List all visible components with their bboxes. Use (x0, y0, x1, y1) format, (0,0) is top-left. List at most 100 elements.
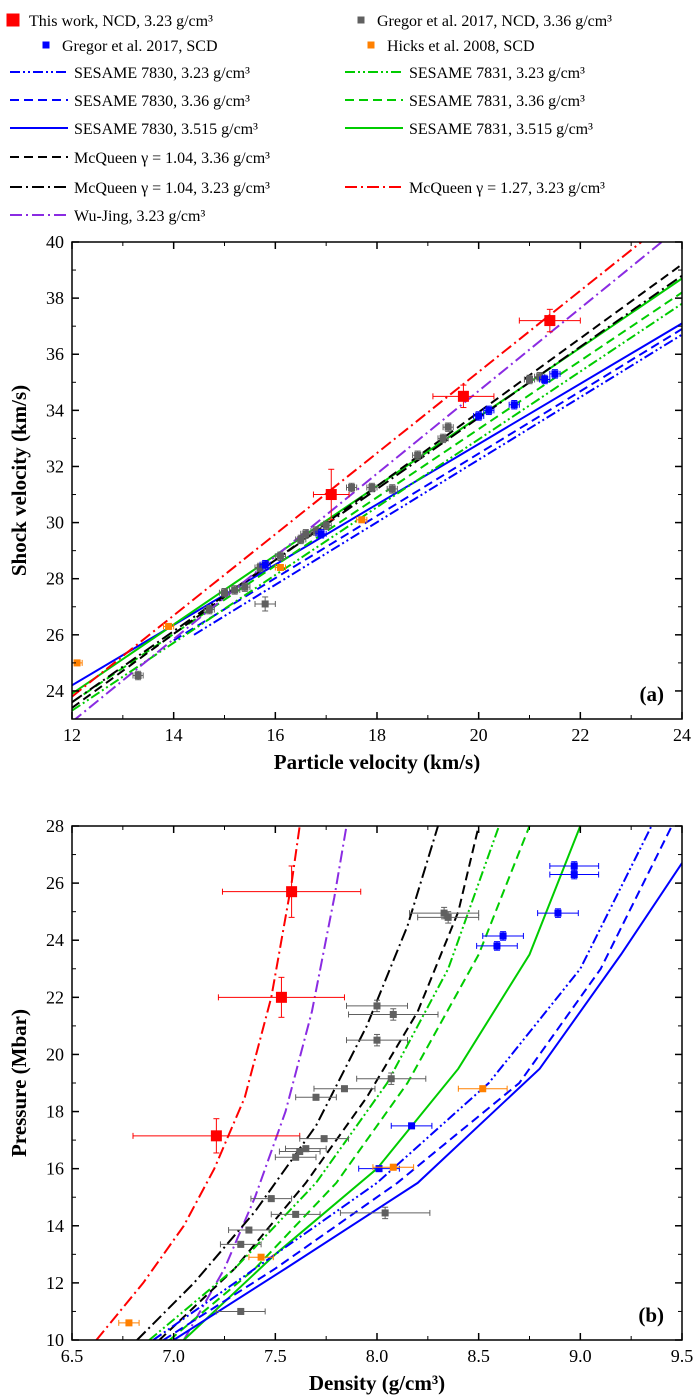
x-tick-label: 14 (165, 725, 183, 745)
data-points (118, 861, 600, 1327)
point-gregor-et-al-2017-ncd-3-36-g-cm-8 (297, 535, 305, 543)
point-gregor-et-al-2017-ncd-3-36-g-cm-13 (381, 1209, 389, 1217)
x-tick-label: 18 (368, 725, 386, 745)
legend-line-label-3: SESAME 7831, 3.36 g/cm³ (409, 93, 585, 110)
legend-line-label-1: SESAME 7831, 3.23 g/cm³ (409, 65, 585, 82)
point-gregor-et-al-2017-scd-0 (375, 1165, 383, 1173)
y-tick-label: 34 (46, 400, 64, 420)
legend-line-label-2: SESAME 7830, 3.36 g/cm³ (74, 93, 250, 110)
legend-line-label-5: SESAME 7831, 3.515 g/cm³ (409, 121, 593, 138)
y-tick-label: 26 (46, 873, 64, 893)
point-hicks-et-al-2008-scd-1 (165, 622, 173, 630)
y-tick-label: 36 (46, 344, 64, 364)
panel-a-shock-vs-particle: 12 14 16 18 20 22 24 24 26 28 30 32 34 36 38 40 Particle… (7, 232, 691, 774)
point-gregor-et-al-2017-ncd-3-36-g-cm-3 (231, 586, 239, 594)
curve-sesame-7831-3-23-g-cm (148, 826, 500, 1340)
model-curves (95, 826, 682, 1340)
y-tick-label: 16 (46, 1159, 64, 1179)
legend: This work, NCD, 3.23 g/cm³ Gregor et al. … (6, 13, 612, 225)
x-tick-label: 9.5 (671, 1346, 694, 1366)
point-gregor-et-al-2017-ncd-3-36-g-cm-12 (348, 484, 356, 492)
y-tick-label: 38 (46, 288, 64, 308)
y-tick-label: 22 (46, 987, 64, 1007)
x-tick-label: 22 (571, 725, 589, 745)
y-tick-label: 12 (46, 1273, 64, 1293)
point-gregor-et-al-2017-ncd-3-36-g-cm-3 (267, 1195, 275, 1203)
point-gregor-et-al-2017-ncd-3-36-g-cm-0 (237, 1307, 245, 1315)
curve-sesame-7830-3-23-g-cm (193, 333, 682, 636)
legend-line-label-9: Wu-Jing, 3.23 g/cm³ (74, 208, 205, 225)
point-gregor-et-al-2017-ncd-3-36-g-cm-2 (221, 589, 228, 597)
legend-marker-3 (367, 41, 375, 49)
point-gregor-et-al-2017-ncd-3-36-g-cm-1 (237, 1240, 245, 1248)
x-tick-label: 8.5 (467, 1346, 490, 1366)
point-this-work-ncd-3-23-g-cm-2 (286, 886, 298, 898)
point-gregor-et-al-2017-scd-0 (261, 561, 269, 569)
point-gregor-et-al-2017-scd-3 (485, 406, 493, 414)
point-gregor-et-al-2017-scd-4 (554, 909, 562, 917)
x-tick-label: 6.5 (61, 1346, 84, 1366)
point-gregor-et-al-2017-ncd-3-36-g-cm-10 (340, 1085, 348, 1093)
y-tick-label: 28 (46, 569, 64, 589)
legend-label-3: Hicks et al. 2008, SCD (387, 38, 535, 55)
point-gregor-et-al-2017-ncd-3-36-g-cm-5 (292, 1153, 300, 1161)
x-tick-label: 9.0 (569, 1346, 592, 1366)
legend-line-label-8: McQueen γ = 1.27, 3.23 g/cm³ (409, 180, 605, 197)
curve-wu-jing-3-23-g-cm (182, 826, 348, 1340)
point-gregor-et-al-2017-ncd-3-36-g-cm-11 (373, 1002, 381, 1010)
point-gregor-et-al-2017-ncd-3-36-g-cm-18 (526, 375, 533, 383)
point-gregor-et-al-2017-scd-1 (317, 530, 325, 538)
point-hicks-et-al-2008-scd-0 (125, 1319, 133, 1327)
y-tick-label: 24 (46, 681, 64, 701)
y-tick-label: 24 (46, 930, 64, 950)
point-gregor-et-al-2017-ncd-3-36-g-cm-14 (388, 485, 396, 493)
x-tick-label: 7.0 (162, 1346, 185, 1366)
x-tick-label: 24 (673, 725, 691, 745)
x-tick-label: 7.5 (264, 1346, 287, 1366)
curve-sesame-7830-3-36-g-cm (173, 328, 682, 642)
point-gregor-et-al-2017-ncd-3-36-g-cm-6 (296, 1148, 304, 1156)
y-tick-label: 26 (46, 625, 64, 645)
point-this-work-ncd-3-23-g-cm-0 (325, 489, 337, 501)
plot-frame (71, 825, 683, 1341)
panel-label: (a) (640, 682, 665, 706)
curve-mcqueen-1-04-3-23-g-cm (72, 274, 682, 704)
point-this-work-ncd-3-23-g-cm-0 (210, 1130, 222, 1142)
legend-label-0: This work, NCD, 3.23 g/cm³ (29, 13, 213, 30)
point-gregor-et-al-2017-scd-5 (570, 862, 578, 870)
legend-label-2: Gregor et al. 2017, SCD (62, 38, 218, 55)
curve-sesame-7830-3-515-g-cm (173, 862, 682, 1340)
point-gregor-et-al-2017-ncd-3-36-g-cm-17 (444, 913, 452, 921)
point-gregor-et-al-2017-scd-2 (493, 942, 501, 950)
point-gregor-et-al-2017-ncd-3-36-g-cm-4 (241, 583, 249, 591)
y-tick-label: 18 (46, 1102, 64, 1122)
point-gregor-et-al-2017-ncd-3-36-g-cm-16 (439, 434, 447, 442)
y-tick-label: 20 (46, 1044, 64, 1064)
curve-sesame-7831-3-36-g-cm (72, 291, 682, 704)
point-gregor-et-al-2017-ncd-3-36-g-cm-7 (302, 1145, 310, 1153)
point-gregor-et-al-2017-scd-6 (570, 871, 578, 879)
y-axis-title: Pressure (Mbar) (7, 1009, 31, 1157)
legend-line-label-0: SESAME 7830, 3.23 g/cm³ (74, 65, 250, 82)
legend-marker-0 (6, 13, 20, 27)
point-gregor-et-al-2017-ncd-3-36-g-cm-16 (440, 909, 448, 917)
point-gregor-et-al-2017-scd-1 (408, 1122, 416, 1130)
x-axis-title: Particle velocity (km/s) (274, 750, 480, 774)
legend-marker-1 (357, 16, 365, 24)
point-hicks-et-al-2008-scd-0 (73, 659, 81, 667)
x-tick-label: 16 (266, 725, 284, 745)
point-this-work-ncd-3-23-g-cm-2 (544, 315, 556, 327)
point-hicks-et-al-2008-scd-3 (358, 516, 366, 524)
point-gregor-et-al-2017-ncd-3-36-g-cm-17 (444, 423, 452, 431)
point-gregor-et-al-2017-ncd-3-36-g-cm-7 (276, 552, 284, 560)
point-gregor-et-al-2017-ncd-3-36-g-cm-13 (368, 484, 376, 492)
y-tick-label: 28 (46, 816, 64, 836)
legend-line-label-7: McQueen γ = 1.04, 3.23 g/cm³ (74, 180, 270, 197)
curve-sesame-7831-3-23-g-cm (72, 302, 682, 712)
y-tick-label: 30 (46, 513, 64, 533)
y-tick-label: 10 (46, 1330, 64, 1350)
legend-line-label-4: SESAME 7830, 3.515 g/cm³ (74, 121, 258, 138)
y-tick-label: 14 (46, 1216, 64, 1236)
point-hicks-et-al-2008-scd-2 (389, 1163, 397, 1171)
